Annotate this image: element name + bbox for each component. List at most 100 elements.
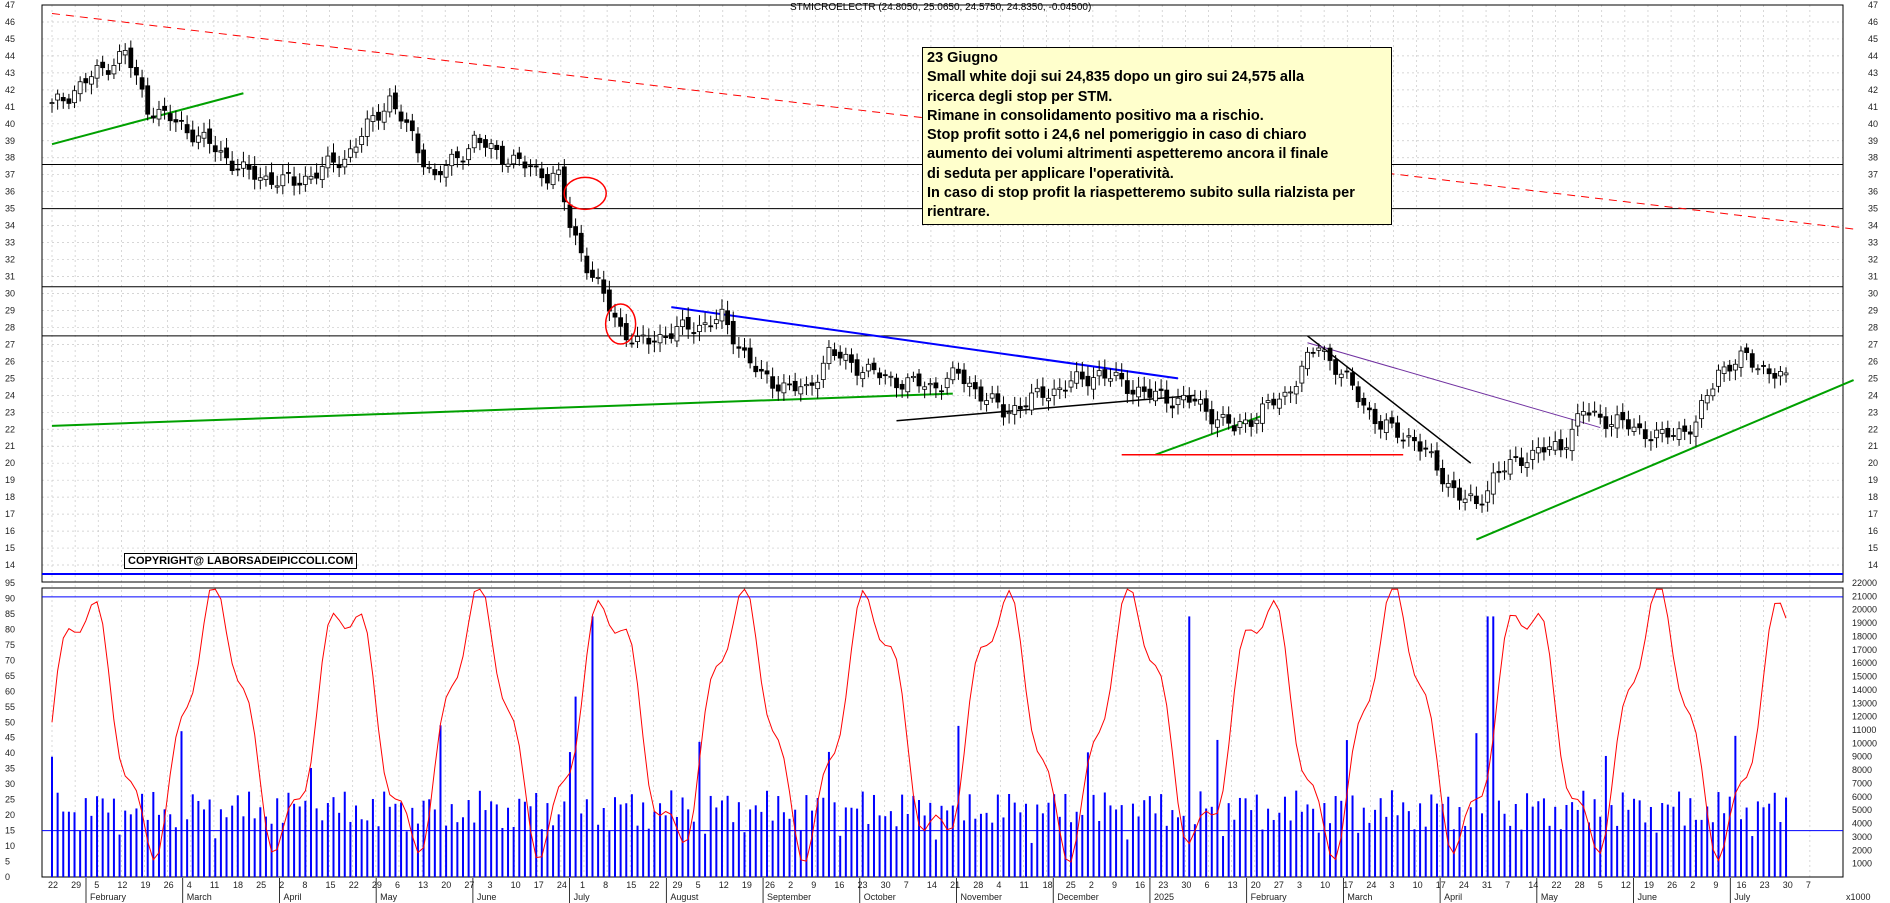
candle-body: [1732, 363, 1738, 371]
candle-body: [1614, 414, 1620, 429]
x-day-label: 22: [48, 880, 58, 890]
volume-bar: [1312, 808, 1315, 877]
volume-bar: [112, 798, 115, 877]
volume-bar: [146, 819, 149, 877]
candle-body: [1198, 399, 1203, 405]
candle-body: [1744, 347, 1750, 354]
x-day-label: 30: [1181, 880, 1191, 890]
candle-body: [1220, 414, 1226, 418]
volume-tick: 1000: [1852, 859, 1872, 869]
volume-bar: [1390, 790, 1393, 877]
volume-bar: [56, 792, 59, 877]
x-day-label: 7: [1505, 880, 1510, 890]
price-tick-left: 21: [5, 441, 15, 451]
candle-body: [1074, 371, 1080, 384]
volume-bar: [602, 808, 605, 877]
candle-body: [483, 139, 488, 148]
price-tick-right: 43: [1868, 68, 1878, 78]
price-tick-left: 31: [5, 272, 15, 282]
volume-bar: [659, 803, 662, 877]
candle-body: [1282, 391, 1288, 397]
volume-bar: [107, 812, 110, 877]
x-day-label: 26: [164, 880, 174, 890]
candle-body: [1434, 450, 1440, 471]
volume-bar: [1616, 825, 1619, 877]
volume-bar: [1756, 801, 1759, 877]
candle-body: [944, 377, 950, 389]
candle-body: [1124, 380, 1130, 394]
candle-body: [1755, 368, 1761, 371]
candle-body: [49, 102, 55, 104]
volume-bar: [287, 792, 290, 877]
x-day-label: 12: [719, 880, 729, 890]
candle-body: [460, 160, 466, 163]
volume-bar: [1103, 792, 1106, 877]
volume-bar: [96, 796, 99, 877]
candle-body: [1305, 351, 1310, 370]
candle-body: [387, 95, 393, 113]
volume-bar: [1131, 803, 1134, 877]
candle-body: [1687, 431, 1693, 435]
volume-bar: [872, 794, 875, 877]
volume-bar: [1694, 819, 1697, 877]
volume-bar: [490, 801, 493, 877]
candle-body: [640, 334, 646, 337]
candle-body: [1400, 439, 1406, 442]
volume-bar: [1267, 808, 1270, 877]
candle-body: [1693, 421, 1699, 437]
volume-bar: [766, 790, 769, 877]
candle-body: [753, 365, 759, 373]
candle-body: [922, 386, 928, 390]
volume-bar: [597, 824, 600, 877]
volume-bar: [1160, 794, 1163, 877]
candle-body: [820, 362, 826, 380]
volume-bar: [1469, 807, 1472, 877]
volume-bar: [968, 794, 971, 877]
candle-body: [325, 155, 331, 169]
volume-bar: [1475, 733, 1478, 877]
x-day-label: 26: [765, 880, 775, 890]
candle-body: [359, 136, 365, 145]
volume-bar: [827, 751, 830, 877]
volume-bar: [1289, 820, 1292, 877]
candle-body: [415, 133, 421, 154]
x-day-label: 1: [580, 880, 585, 890]
candle-body: [533, 165, 539, 168]
x-day-label: 23: [1158, 880, 1168, 890]
candle-body: [235, 168, 241, 171]
candle-body: [1535, 447, 1541, 454]
volume-bar: [507, 807, 510, 877]
price-tick-left: 43: [5, 68, 15, 78]
candle-body: [522, 161, 528, 169]
volume-tick: 10000: [1852, 738, 1877, 748]
candle-body: [539, 168, 545, 179]
x-day-label: 27: [1274, 880, 1284, 890]
volume-bar: [760, 811, 763, 877]
volume-bar: [614, 797, 616, 877]
note-line: aumento dei volumi altrimenti aspetterem…: [927, 146, 1329, 163]
candle-body: [1158, 388, 1164, 391]
candle-body: [1006, 412, 1012, 415]
volume-tick: 12000: [1852, 712, 1877, 722]
price-tick-left: 33: [5, 238, 15, 248]
x-day-label: 6: [1204, 880, 1209, 890]
volume-bar: [1024, 803, 1027, 877]
candle-body: [477, 137, 483, 144]
price-tick-right: 46: [1868, 17, 1878, 27]
candle-body: [100, 61, 106, 69]
volume-bar: [326, 803, 329, 877]
candle-body: [1327, 347, 1333, 361]
volume-bar: [236, 795, 239, 877]
candle-body: [713, 319, 719, 324]
candle-body: [1631, 426, 1637, 432]
volume-bar: [878, 815, 881, 877]
candle-body: [860, 372, 866, 380]
volume-bar: [782, 812, 785, 877]
candle-body: [364, 118, 370, 137]
candle-body: [1626, 419, 1631, 430]
volume-bar: [1745, 807, 1748, 877]
x-day-label: 6: [395, 880, 400, 890]
price-tick-right: 14: [1868, 560, 1878, 570]
x-day-label: 10: [1320, 880, 1330, 890]
volume-bar: [1109, 805, 1112, 877]
